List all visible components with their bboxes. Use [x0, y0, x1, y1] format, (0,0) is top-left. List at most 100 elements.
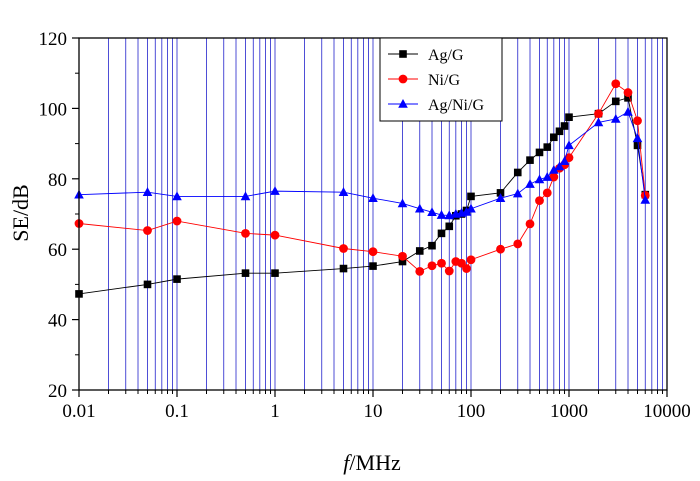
data-point-ag-ni-g [593, 117, 604, 127]
data-point-ag-ni-g [549, 165, 559, 174]
data-point-ag-g [633, 141, 642, 150]
y-tick-label: 80 [48, 170, 67, 191]
data-point-ag-g [624, 94, 632, 102]
data-point-ag-g [611, 97, 620, 106]
data-point-ag-ni-g [240, 191, 251, 201]
data-point-ag-g [555, 127, 564, 136]
x-tick-label: 10000 [643, 401, 691, 422]
data-point-ag-ni-g [542, 172, 553, 181]
data-point-ni-g [535, 196, 544, 206]
data-point-ag-g [143, 280, 152, 289]
data-point-ni-g [339, 244, 348, 253]
data-point-ag-ni-g [534, 174, 545, 184]
data-point-ni-g [594, 109, 603, 119]
legend-label-ni-g: Ni/G [428, 72, 460, 89]
data-point-ag-ni-g [427, 207, 437, 217]
y-tick-label: 40 [48, 311, 67, 332]
data-point-ag-g [339, 264, 348, 273]
data-point-ag-g [241, 269, 250, 277]
data-point-ag-ni-g [466, 203, 476, 213]
series-line-ag-g [78, 97, 646, 295]
data-point-ag-g [467, 192, 475, 201]
data-point-ag-g [565, 113, 573, 121]
y-tick-label: 120 [39, 29, 68, 50]
data-point-ni-g [549, 172, 559, 182]
legend: Ag/G Ni/G Ag/Ni/G [379, 37, 503, 122]
data-point-ag-g [526, 156, 534, 164]
data-point-ag-g [496, 189, 505, 197]
data-point-ag-ni-g [461, 206, 472, 216]
series-line-ni-g [78, 83, 646, 272]
legend-label-ag-ni-g: Ag/Ni/G [428, 97, 484, 114]
data-point-ni-g [143, 226, 152, 235]
data-point-ag-g [513, 168, 522, 177]
data-point-ni-g [444, 266, 454, 276]
data-point-ag-ni-g [397, 198, 408, 208]
data-point-ni-g [398, 251, 407, 261]
series-ag-g [75, 94, 650, 298]
x-tick-label: 1 [270, 401, 280, 422]
legend-label-ag-g: Ag/G [428, 47, 464, 64]
x-axis-title-symbol: f [343, 450, 352, 475]
data-point-ag-g [271, 269, 279, 277]
data-point-ni-g [513, 239, 523, 249]
data-point-ni-g [466, 255, 476, 265]
data-point-ag-g [428, 241, 436, 250]
data-point-ag-ni-g [623, 106, 633, 116]
data-point-ag-ni-g [172, 191, 182, 201]
data-point-ag-ni-g [632, 133, 643, 143]
x-tick-label: 0.01 [62, 401, 95, 422]
y-axis-title: SE/dB [8, 184, 33, 241]
x-tick-label: 0.1 [165, 401, 189, 422]
data-point-ag-g [369, 262, 377, 270]
data-point-ni-g [564, 153, 574, 163]
data-point-ag-g [173, 275, 181, 283]
x-tick-label: 100 [457, 401, 486, 422]
data-point-ag-ni-g [564, 140, 574, 150]
x-axis-title-unit: /MHz [349, 450, 401, 475]
legend-marker-ni-g [398, 74, 408, 84]
data-point-ni-g [496, 244, 505, 254]
data-point-ag-g [398, 257, 407, 266]
data-point-ag-ni-g [270, 186, 280, 195]
data-point-ag-g [535, 148, 544, 157]
legend-marker-ag-g [399, 50, 407, 58]
data-point-ag-g [550, 133, 558, 142]
data-point-ni-g [368, 247, 378, 257]
data-point-ag-g [415, 247, 424, 255]
data-point-ag-ni-g [142, 187, 153, 196]
data-point-ag-ni-g [436, 210, 447, 219]
data-point-ni-g [462, 264, 471, 273]
data-point-ag-ni-g [338, 187, 349, 196]
legend-marker-ag-ni-g [398, 99, 408, 108]
data-point-ni-g [241, 228, 250, 238]
data-point-ni-g [427, 261, 437, 271]
data-point-ag-ni-g [512, 188, 523, 198]
series-ag-ni-g [74, 106, 651, 220]
data-point-ag-g [560, 122, 569, 130]
data-point-ag-ni-g [368, 193, 378, 202]
data-point-ag-ni-g [610, 113, 621, 123]
x-tick-label: 10 [364, 401, 383, 422]
data-point-ag-g [543, 143, 552, 151]
x-tick-label: 1000 [550, 401, 588, 422]
data-point-ni-g [270, 230, 280, 240]
data-point-ag-ni-g [640, 194, 651, 204]
data-point-ni-g [611, 79, 621, 89]
data-point-ag-ni-g [495, 193, 506, 202]
data-point-ni-g [415, 266, 425, 276]
data-point-ag-ni-g [554, 161, 565, 171]
data-point-ag-ni-g [525, 179, 535, 188]
data-point-ni-g [525, 219, 535, 229]
y-tick-label: 60 [48, 240, 67, 261]
x-axis-title: f/MHz [343, 450, 401, 475]
data-point-ni-g [437, 258, 446, 268]
axes: 0.01 0.1 1 10 100 1000 10000 20 40 60 80 100 120 [39, 29, 691, 422]
data-point-ni-g [633, 116, 642, 126]
data-point-ag-g [437, 229, 446, 238]
vertical-grid [108, 38, 663, 390]
y-tick-label: 20 [48, 381, 67, 402]
data-point-ni-g [542, 188, 552, 198]
data-point-ag-ni-g [559, 156, 570, 165]
